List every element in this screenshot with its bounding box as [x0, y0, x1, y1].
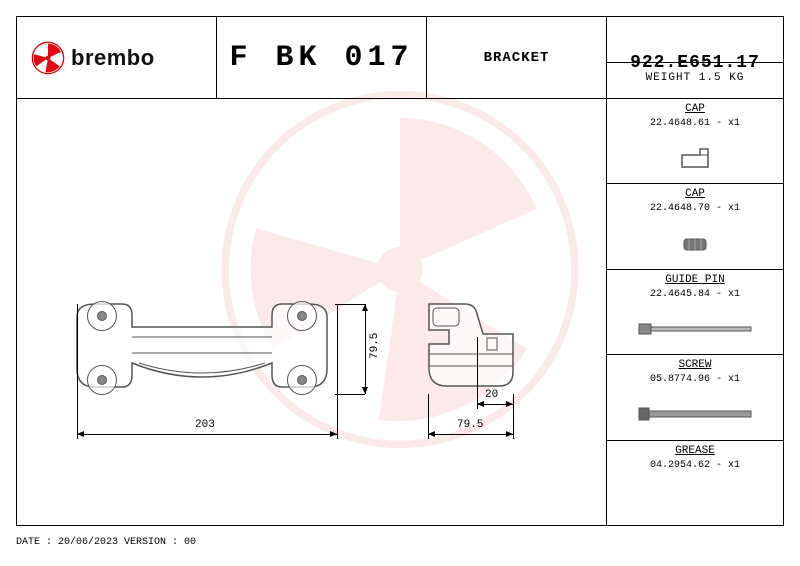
- arrowhead-icon: [506, 431, 513, 437]
- arrowhead-icon: [428, 431, 435, 437]
- arrowhead-icon: [506, 401, 513, 407]
- cap-icon: [607, 218, 783, 268]
- arrowhead-icon: [330, 431, 337, 437]
- bolt-hole-icon: [87, 301, 117, 331]
- divider: [607, 62, 783, 63]
- bolt-hole-icon: [287, 301, 317, 331]
- component-code: 22.4648.70 - x1: [650, 203, 740, 214]
- component-name: GUIDE PIN: [665, 274, 724, 286]
- component-code: 22.4645.84 - x1: [650, 289, 740, 300]
- weight-label: WEIGHT 1.5 KG: [646, 72, 745, 84]
- component-code: 04.2954.62 - x1: [650, 460, 740, 471]
- arrowhead-icon: [362, 304, 368, 311]
- dimension-line: [77, 434, 337, 435]
- body-area: 203 79.5: [17, 99, 783, 525]
- component-code: 05.8774.96 - x1: [650, 374, 740, 385]
- component-name: CAP: [685, 188, 705, 200]
- extension-line: [477, 337, 478, 409]
- brembo-logo-icon: [31, 41, 65, 75]
- bracket-front-view: [67, 299, 337, 399]
- component-row: CAP 22.4648.70 - x1: [607, 184, 783, 269]
- part-number: F BK 017: [229, 41, 413, 75]
- component-code: 22.4648.61 - x1: [650, 118, 740, 129]
- extension-line: [335, 394, 365, 395]
- cap-icon: [607, 133, 783, 183]
- extension-line: [337, 304, 338, 439]
- logo-cell: brembo: [17, 17, 217, 98]
- component-name: SCREW: [678, 359, 711, 371]
- arrowhead-icon: [77, 431, 84, 437]
- component-row: CAP 22.4648.61 - x1: [607, 99, 783, 184]
- extension-line: [513, 394, 514, 439]
- title-block: brembo F BK 017 BRACKET 922.E651.17 WEIG…: [17, 17, 783, 99]
- dimension-width-side: 79.5: [457, 419, 483, 431]
- bolt-hole-icon: [287, 365, 317, 395]
- arrowhead-icon: [477, 401, 484, 407]
- component-row: GUIDE PIN 22.4645.84 - x1: [607, 270, 783, 355]
- component-row: GREASE 04.2954.62 - x1: [607, 441, 783, 525]
- part-type-cell: BRACKET: [427, 17, 607, 98]
- part-number-cell: F BK 017: [217, 17, 427, 98]
- screw-icon: [607, 389, 783, 439]
- bracket-side-view: [417, 294, 527, 399]
- components-panel: CAP 22.4648.61 - x1 CAP 22.4648.70 - x1: [607, 99, 783, 525]
- footer-date-version: DATE : 20/06/2023 VERSION : 00: [16, 537, 196, 548]
- main-drawing-area: 203 79.5: [17, 99, 607, 525]
- bolt-hole-icon: [87, 365, 117, 395]
- guide-pin-icon: [607, 304, 783, 354]
- part-type-label: BRACKET: [484, 50, 550, 66]
- component-name: CAP: [685, 103, 705, 115]
- extension-line: [335, 304, 365, 305]
- brand-name: brembo: [71, 45, 155, 71]
- extension-line: [77, 304, 78, 439]
- dimension-height-front: 79.5: [369, 333, 381, 359]
- component-name: GREASE: [675, 445, 715, 457]
- dimension-pin-offset: 20: [485, 389, 498, 401]
- component-row: SCREW 05.8774.96 - x1: [607, 355, 783, 440]
- dimension-width-front: 203: [195, 419, 215, 431]
- arrowhead-icon: [362, 387, 368, 394]
- reference-cell: 922.E651.17 WEIGHT 1.5 KG: [607, 17, 783, 98]
- dimension-line: [365, 304, 366, 394]
- dimension-line: [428, 434, 513, 435]
- drawing-sheet: brembo F BK 017 BRACKET 922.E651.17 WEIG…: [16, 16, 784, 526]
